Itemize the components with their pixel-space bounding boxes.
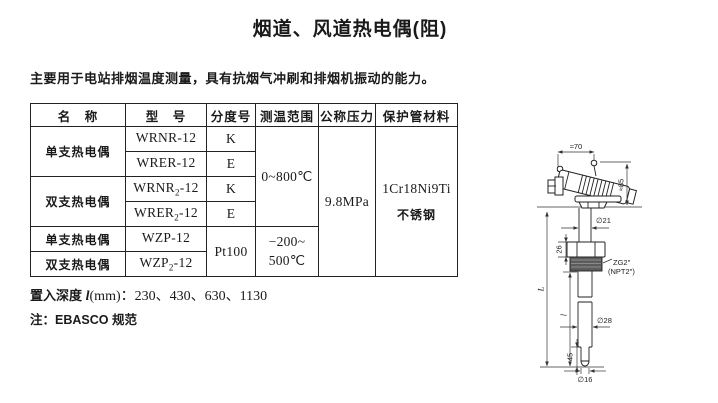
cell-model-wrer2: WRER2-12: [125, 201, 207, 227]
dim-label-26: 26: [555, 245, 564, 253]
depth-label: 置入深度: [30, 288, 86, 303]
cell-pressure: 9.8MPa: [318, 126, 376, 277]
cell-name-single-2: 单支热电偶: [30, 226, 126, 252]
cell-range-high: 0~800℃: [255, 126, 319, 227]
header-name: 名 称: [30, 103, 126, 127]
cell-model-wzp2: WZP2-12: [125, 251, 207, 277]
cell-grad-e1: E: [206, 151, 256, 177]
cell-grad-e2: E: [206, 201, 256, 227]
cell-model-wrnr2: WRNR2-12: [125, 176, 207, 202]
dimension-labels: ≈70 ≈85 ∅21 26 ZG2″ (NPT2″) L l ∅28 45 ∅…: [536, 142, 636, 384]
dia-label-16: ∅16: [578, 375, 593, 384]
dim-label-L: L: [536, 286, 546, 292]
spec-table: 名 称 型 号 分度号 测温范围 公称压力 保护管材料 单支热电偶 WRNR-1…: [30, 103, 458, 277]
table-row: 单支热电偶 WRNR-12 K 0~800℃ 9.8MPa 1Cr18Ni9Ti…: [30, 126, 458, 277]
spec-note: 注：EBASCO 规范: [30, 313, 137, 327]
thread-label: ZG2″: [613, 258, 631, 267]
header-model: 型 号: [125, 103, 207, 127]
cell-range-low: −200~ 500℃: [255, 226, 319, 277]
dia-label-28: ∅28: [597, 316, 612, 325]
depth-symbol: l: [85, 289, 90, 304]
dim-label-85: ≈85: [617, 179, 626, 191]
header-material: 保护管材料: [375, 103, 458, 127]
cell-model-wrnr: WRNR-12: [125, 126, 207, 152]
table-row: 双支热电偶 WZP2-12: [30, 251, 458, 277]
cell-model-wrer: WRER-12: [125, 151, 207, 177]
header-pressure: 公称压力: [318, 103, 376, 127]
page-title: 烟道、风道热电偶(阻): [252, 19, 448, 40]
dia-label-21: ∅21: [596, 216, 611, 225]
table-header-row: 名 称 型 号 分度号 测温范围 公称压力 保护管材料: [30, 103, 458, 127]
header-graduation: 分度号: [206, 103, 256, 127]
table-row: 双支热电偶 WRNR2-12 K: [30, 176, 458, 227]
dim-label-70: ≈70: [570, 142, 582, 151]
hex-nut: [566, 241, 606, 258]
cell-name-single-1: 单支热电偶: [30, 126, 126, 177]
depth-values: 230、430、630、1130: [134, 289, 268, 304]
terminal-head: [547, 159, 638, 209]
thread-label-alt: (NPT2″): [608, 267, 635, 276]
cell-name-double-2: 双支热电偶: [30, 251, 126, 277]
dim-label-45: 45: [566, 353, 575, 361]
cell-grad-pt100: Pt100: [206, 226, 256, 277]
depth-unit: (mm)：: [89, 289, 135, 304]
insertion-depth-note: 置入深度 l(mm)：230、430、630、1130: [30, 285, 267, 305]
material-steel: 不锈钢: [396, 207, 436, 222]
dim-label-l: l: [559, 313, 569, 316]
header-range: 测温范围: [255, 103, 319, 127]
intro-text: 主要用于电站排烟温度测量，具有抗烟气冲刷和排烟机振动的能力。: [30, 71, 436, 86]
cell-material: 1Cr18Ni9Ti 不锈钢: [375, 126, 458, 277]
table-row: WRER2-12 E: [31, 201, 458, 227]
cell-name-double-1: 双支热电偶: [30, 176, 126, 227]
cell-grad-k2: K: [206, 176, 256, 202]
thread-section: [569, 256, 603, 272]
dimension-lines: [545, 150, 629, 375]
tube-tip: [580, 360, 590, 367]
head-neck: [578, 201, 608, 209]
material-alloy: 1Cr18Ni9Ti: [382, 180, 451, 196]
table-row: WRER-12 E: [31, 151, 458, 177]
screw-icon: [590, 159, 598, 167]
cell-grad-k1: K: [206, 126, 256, 152]
protection-tube: [566, 208, 606, 367]
thermocouple-drawing: ≈70 ≈85 ∅21 26 ZG2″ (NPT2″) L l ∅28 45 ∅…: [536, 142, 642, 384]
cell-model-wzp: WZP-12: [125, 226, 207, 252]
